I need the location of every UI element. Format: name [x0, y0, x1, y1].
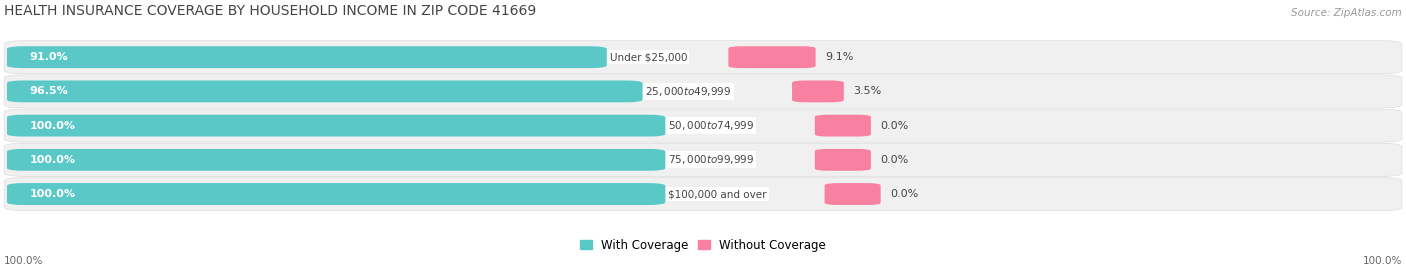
FancyBboxPatch shape	[815, 149, 870, 171]
Text: 0.0%: 0.0%	[880, 155, 908, 165]
Text: $25,000 to $49,999: $25,000 to $49,999	[645, 85, 731, 98]
FancyBboxPatch shape	[728, 46, 815, 68]
Text: 0.0%: 0.0%	[880, 121, 908, 131]
Text: 9.1%: 9.1%	[825, 52, 853, 62]
Text: 100.0%: 100.0%	[30, 189, 76, 199]
FancyBboxPatch shape	[815, 115, 870, 137]
FancyBboxPatch shape	[7, 80, 643, 102]
FancyBboxPatch shape	[824, 183, 880, 205]
Text: 100.0%: 100.0%	[4, 256, 44, 266]
FancyBboxPatch shape	[4, 41, 1402, 74]
Text: 0.0%: 0.0%	[890, 189, 918, 199]
FancyBboxPatch shape	[4, 143, 1402, 176]
Text: 96.5%: 96.5%	[30, 86, 67, 96]
Text: Under $25,000: Under $25,000	[610, 52, 688, 62]
Text: 3.5%: 3.5%	[853, 86, 882, 96]
Text: 91.0%: 91.0%	[30, 52, 67, 62]
Legend: With Coverage, Without Coverage: With Coverage, Without Coverage	[575, 234, 831, 256]
FancyBboxPatch shape	[4, 109, 1402, 142]
FancyBboxPatch shape	[7, 115, 665, 137]
FancyBboxPatch shape	[4, 75, 1402, 108]
Text: Source: ZipAtlas.com: Source: ZipAtlas.com	[1291, 8, 1402, 18]
Text: 100.0%: 100.0%	[30, 121, 76, 131]
Text: $100,000 and over: $100,000 and over	[668, 189, 766, 199]
Text: $50,000 to $74,999: $50,000 to $74,999	[668, 119, 755, 132]
FancyBboxPatch shape	[4, 178, 1402, 211]
Text: $75,000 to $99,999: $75,000 to $99,999	[668, 153, 755, 166]
Text: 100.0%: 100.0%	[30, 155, 76, 165]
Text: 100.0%: 100.0%	[1362, 256, 1402, 266]
FancyBboxPatch shape	[7, 46, 607, 68]
FancyBboxPatch shape	[792, 80, 844, 102]
FancyBboxPatch shape	[7, 183, 665, 205]
Text: HEALTH INSURANCE COVERAGE BY HOUSEHOLD INCOME IN ZIP CODE 41669: HEALTH INSURANCE COVERAGE BY HOUSEHOLD I…	[4, 4, 537, 18]
FancyBboxPatch shape	[7, 149, 665, 171]
